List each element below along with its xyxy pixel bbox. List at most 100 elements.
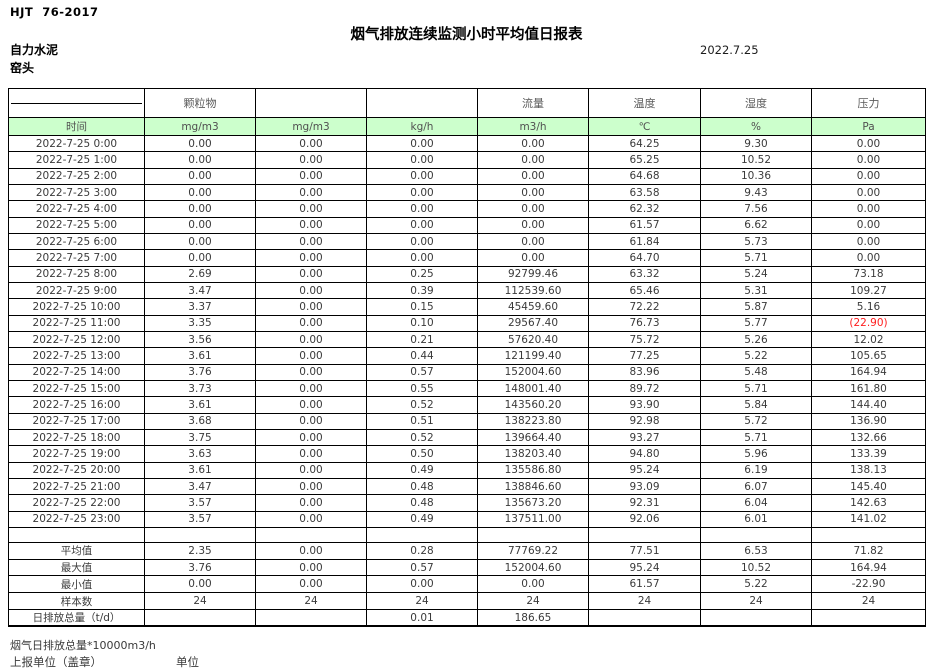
value-cell: 0.25	[366, 265, 478, 283]
value-cell: 6.19	[700, 461, 812, 479]
value-cell: 0.00	[477, 249, 589, 267]
value-cell: 0.00	[255, 249, 367, 267]
value-cell: 2.69	[144, 265, 256, 283]
value-cell: 24	[811, 592, 926, 611]
value-cell: 5.77	[700, 314, 812, 332]
value-cell: 92799.46	[477, 265, 589, 283]
value-cell: 0.00	[255, 575, 367, 594]
value-cell: 0.00	[366, 232, 478, 251]
value-cell: 0.00	[255, 461, 367, 479]
value-cell: -22.90	[811, 575, 926, 594]
label-cell	[8, 526, 145, 543]
standard-code: HJT 76-2017	[10, 5, 99, 19]
value-cell: 143560.20	[477, 396, 589, 414]
value-cell: 10.52	[700, 151, 812, 169]
group-header-cell: 湿度	[700, 88, 812, 118]
hour-row: 2022-7-25 5:00 0.00 0.00 0.00 0.00 61.57 6.62 0…	[8, 216, 926, 234]
value-cell: 29567.40	[477, 314, 589, 332]
label-cell: 2022-7-25 11:00	[8, 314, 145, 332]
value-cell: 6.62	[700, 216, 812, 234]
hour-row: 2022-7-25 18:00 3.75 0.00 0.52 139664.40 93.2…	[8, 428, 926, 447]
hour-row: 2022-7-25 3:00 0.00 0.00 0.00 0.00 63.58 9.43 0…	[8, 183, 926, 202]
value-cell: 0.49	[366, 461, 478, 479]
value-cell: 64.68	[588, 167, 701, 185]
value-cell: 148001.40	[477, 379, 589, 398]
value-cell: 64.25	[588, 134, 701, 153]
value-cell: 3.73	[144, 379, 256, 398]
value-cell: 61.57	[588, 575, 701, 594]
value-cell: 0.51	[366, 412, 478, 430]
value-cell: 9.30	[700, 134, 812, 153]
value-cell: 164.94	[811, 558, 926, 577]
value-cell	[811, 526, 926, 543]
value-cell: 0.48	[366, 494, 478, 512]
summary-row: 最小值 0.00 0.00 0.00 0.00 61.57 5.22 -22.90	[8, 575, 926, 594]
value-cell: 5.87	[700, 298, 812, 316]
unit-header-cell: Pa	[811, 117, 926, 136]
group-header-cell: 压力	[811, 88, 926, 118]
label-cell: 2022-7-25 21:00	[8, 477, 145, 496]
value-cell: 0.00	[255, 445, 367, 463]
group-header-cell	[366, 88, 478, 118]
summary-row: 样本数 24 24 24 24 24 24 24	[8, 592, 926, 611]
summary-row: 平均值 2.35 0.00 0.28 77769.22 77.51 6.53 71.82	[8, 541, 926, 560]
value-cell: 0.00	[366, 575, 478, 594]
value-cell: 5.22	[700, 575, 812, 594]
value-cell: 3.47	[144, 477, 256, 496]
value-cell: 3.61	[144, 347, 256, 365]
value-cell: 5.31	[700, 281, 812, 300]
value-cell: 0.00	[255, 347, 367, 365]
label-cell: 2022-7-25 7:00	[8, 249, 145, 267]
label-cell: 2022-7-25 14:00	[8, 363, 145, 381]
value-cell: 9.43	[700, 183, 812, 202]
value-cell: 135673.20	[477, 494, 589, 512]
value-cell: 5.22	[700, 347, 812, 365]
hour-row: 2022-7-25 10:00 3.37 0.00 0.15 45459.60 72.22…	[8, 298, 926, 316]
value-cell: 137511.00	[477, 510, 589, 528]
value-cell: 0.00	[255, 134, 367, 153]
value-cell: 92.06	[588, 510, 701, 528]
hour-row: 2022-7-25 21:00 3.47 0.00 0.48 138846.60 93.0…	[8, 477, 926, 496]
group-header-row: 颗粒物 流量 温度 湿度 压力	[8, 88, 926, 118]
label-cell: 2022-7-25 4:00	[8, 200, 145, 218]
value-cell: 94.80	[588, 445, 701, 463]
value-cell: 132.66	[811, 428, 926, 447]
value-cell: 63.32	[588, 265, 701, 283]
value-cell: 0.00	[255, 379, 367, 398]
units-header-row: 时间 mg/m3 mg/m3 kg/h m3/h ℃% Pa	[8, 117, 926, 136]
label-cell: 2022-7-25 19:00	[8, 445, 145, 463]
blank-cell	[11, 104, 142, 117]
value-cell: 3.63	[144, 445, 256, 463]
value-cell: 138223.80	[477, 412, 589, 430]
label-cell: 2022-7-25 3:00	[8, 183, 145, 202]
value-cell: 0.00	[366, 151, 478, 169]
value-cell: 0.57	[366, 363, 478, 381]
value-cell: 145.40	[811, 477, 926, 496]
hour-row: 2022-7-25 11:00 3.35 0.00 0.10 29567.40 76.73…	[8, 314, 926, 332]
value-cell: 0.00	[144, 151, 256, 169]
value-cell: 144.40	[811, 396, 926, 414]
hour-row: 2022-7-25 16:00 3.61 0.00 0.52 143560.20 93.9…	[8, 396, 926, 414]
label-cell: 2022-7-25 15:00	[8, 379, 145, 398]
value-cell: 95.24	[588, 461, 701, 479]
value-cell: 0.00	[144, 167, 256, 185]
time-header-split-cell	[8, 88, 145, 118]
value-cell: 93.90	[588, 396, 701, 414]
label-cell: 2022-7-25 6:00	[8, 232, 145, 251]
footnote-flow-total: 烟气日排放总量*10000m3/h	[10, 639, 156, 652]
unit-header-cell: kg/h	[366, 117, 478, 136]
label-cell: 最大值	[8, 558, 145, 577]
value-cell: 141.02	[811, 510, 926, 528]
value-cell: 138203.40	[477, 445, 589, 463]
hour-row: 2022-7-25 20:00 3.61 0.00 0.49 135586.80 95.2…	[8, 461, 926, 479]
label-cell: 样本数	[8, 592, 145, 611]
label-cell: 2022-7-25 10:00	[8, 298, 145, 316]
label-cell: 2022-7-25 13:00	[8, 347, 145, 365]
value-cell: 0.15	[366, 298, 478, 316]
value-cell: 0.00	[811, 200, 926, 218]
page-title: 烟气排放连续监测小时平均值日报表	[350, 27, 583, 43]
value-cell: 164.94	[811, 363, 926, 381]
value-cell: 24	[700, 592, 812, 611]
value-cell: 0.00	[255, 494, 367, 512]
value-cell: 0.48	[366, 477, 478, 496]
